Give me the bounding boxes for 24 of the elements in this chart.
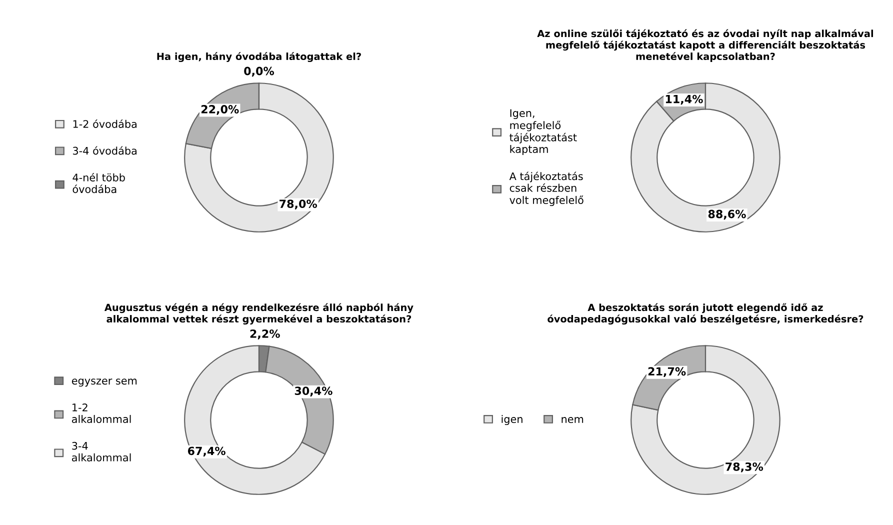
- data-label: 2,2%: [250, 329, 280, 340]
- legend-label: egyszer sem: [72, 378, 137, 387]
- legend-label: 1-2 óvodába: [73, 119, 136, 128]
- legend-label: Igen, megfelelő tájékoztatást kaptam: [510, 109, 577, 156]
- chart-title: Ha igen, hány óvodába látogattak el?: [157, 52, 361, 62]
- data-label: 78,3%: [726, 462, 764, 472]
- chart-title: Augusztus végén a négy rendelkezésre álló napból hány alkalommal vettek részt gyermekével a beszoktatáson?: [104, 303, 414, 325]
- legend-label: igen: [502, 414, 522, 426]
- chart-title: Az online szülői tájékoztató és az óvodai nyílt nap alkalmával megfelelő tájékoztatást kapott a differenciált beszoktatás menetével kapcsolatban?: [537, 29, 873, 62]
- data-label: 11,4%: [666, 94, 703, 105]
- data-label: 88,6%: [708, 210, 746, 220]
- legend-label: A tájékoztatás csak részben volt megfelelő: [509, 172, 584, 206]
- text: 0,0%: [244, 66, 274, 77]
- data-label: 67,4%: [188, 446, 226, 457]
- legend-label: nem: [562, 417, 584, 424]
- legend-label: 3-4 alkalommal: [72, 442, 131, 462]
- chart-title: A beszoktatás során jutott elegendő idő az óvodapedagógusokkal való beszélgetésre, ismerkedésre?: [548, 303, 864, 325]
- data-label: 78,0%: [280, 200, 317, 210]
- data-label: 22,0%: [201, 105, 239, 115]
- legend-label: 1-2 alkalommal: [72, 403, 131, 424]
- legend-label: 4-nél több óvodába: [72, 172, 125, 194]
- legend-label: 3-4 óvodába: [73, 146, 136, 155]
- data-label: 21,7%: [648, 367, 686, 377]
- data-label: 30,4%: [294, 386, 332, 396]
